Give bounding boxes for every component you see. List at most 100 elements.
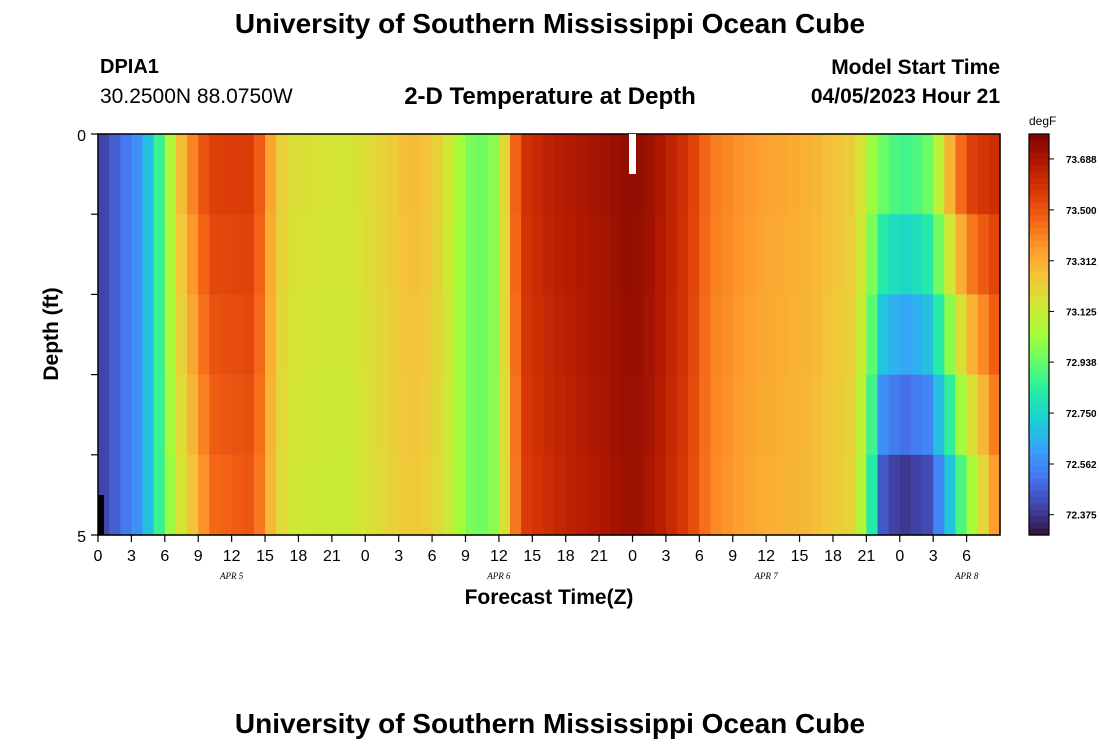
- colorbar-swatch: [1029, 221, 1049, 229]
- heatmap-cell: [576, 454, 589, 536]
- x-tick-label: 0: [895, 548, 904, 565]
- heatmap-cell: [309, 134, 322, 215]
- heatmap-cell: [777, 214, 790, 295]
- heatmap-cell: [777, 294, 790, 376]
- heatmap-cell: [621, 134, 634, 215]
- heatmap-cell: [287, 374, 300, 456]
- heatmap-cell: [688, 374, 700, 456]
- heatmap-cell: [888, 294, 901, 376]
- colorbar-frame: [1028, 133, 1050, 536]
- heatmap-cell: [599, 374, 611, 456]
- footer-title: University of Southern Mississippi Ocean…: [234, 708, 866, 739]
- heatmap-cell: [832, 214, 845, 295]
- heatmap-cell: [654, 294, 667, 376]
- heatmap-cell: [220, 454, 233, 536]
- heatmap-cell: [487, 134, 500, 215]
- colorbar-swatch: [1029, 309, 1049, 317]
- heatmap-cell: [610, 374, 622, 456]
- heatmap-cell: [432, 214, 444, 295]
- heatmap-cell: [175, 454, 188, 536]
- heatmap-cell: [810, 214, 823, 295]
- heatmap-cell: [242, 214, 255, 295]
- heatmap-cell: [721, 134, 734, 215]
- heatmap-cell: [253, 454, 266, 536]
- x-tick-label: 12: [757, 548, 775, 565]
- heatmap-cell: [799, 214, 812, 295]
- heatmap-cell: [743, 374, 756, 456]
- heatmap-cell: [777, 454, 790, 536]
- heatmap-cell: [432, 294, 444, 376]
- heatmap-cell: [922, 294, 934, 376]
- heatmap-cell: [498, 134, 511, 215]
- x-tick-label: 3: [661, 548, 670, 565]
- heatmap-cell: [387, 454, 400, 536]
- heatmap-cell: [855, 294, 867, 376]
- heatmap-cell: [510, 214, 522, 295]
- heatmap-cell: [677, 214, 689, 295]
- heatmap-cell: [955, 214, 968, 295]
- colorbar-swatch: [1029, 359, 1049, 367]
- colorbar-swatch: [1029, 278, 1049, 285]
- colorbar-swatch: [1029, 347, 1049, 354]
- model-start-value: 04/05/2023 Hour 21: [810, 85, 1000, 108]
- heatmap-cell: [287, 294, 300, 376]
- x-tick-label: 15: [256, 548, 274, 565]
- heatmap-cell: [888, 374, 901, 456]
- heatmap-cell: [565, 454, 578, 536]
- colorbar-swatch: [1029, 259, 1049, 267]
- heatmap-cell: [665, 294, 678, 376]
- x-tick-label: 9: [461, 548, 470, 565]
- heatmap-cell: [153, 294, 166, 376]
- colorbar-swatch: [1029, 528, 1049, 536]
- heatmap-cell: [922, 214, 934, 295]
- colorbar-swatch: [1029, 478, 1049, 486]
- heatmap-cell: [365, 374, 377, 456]
- date-label: APR 6: [486, 571, 511, 581]
- colorbar-swatch: [1029, 152, 1049, 160]
- heatmap-cell: [643, 294, 656, 376]
- heatmap-cell: [320, 294, 333, 376]
- heatmap-cell: [688, 134, 700, 215]
- x-tick-label: 6: [695, 548, 704, 565]
- colorbar-swatch: [1029, 378, 1049, 386]
- heatmap-cell: [587, 214, 600, 295]
- colorbar-swatch: [1029, 215, 1049, 223]
- heatmap-cell: [966, 374, 979, 456]
- heatmap-cell: [732, 454, 745, 536]
- heatmap-cell: [966, 454, 979, 536]
- colorbar-swatch: [1029, 284, 1049, 292]
- heatmap-cell: [409, 134, 422, 215]
- heatmap-cell: [755, 214, 767, 295]
- colorbar-tick-label: 72.375: [1066, 511, 1097, 522]
- heatmap-cell: [955, 294, 968, 376]
- heatmap-cell: [599, 214, 611, 295]
- heatmap-cell: [955, 374, 968, 456]
- heatmap-cell: [699, 294, 712, 376]
- heatmap-cell: [409, 454, 422, 536]
- heatmap-cell: [610, 214, 622, 295]
- heatmap-cell: [866, 134, 879, 215]
- heatmap-cell: [654, 134, 667, 215]
- heatmap-cell: [131, 454, 144, 536]
- colorbar-tick-label: 72.750: [1066, 409, 1097, 420]
- heatmap-cell: [643, 374, 656, 456]
- heatmap-cell: [587, 454, 600, 536]
- colorbar-swatch: [1029, 140, 1049, 148]
- colorbar-swatch: [1029, 146, 1049, 154]
- colorbar-swatch: [1029, 503, 1049, 511]
- heatmap-cell: [977, 374, 990, 456]
- heatmap-cell: [521, 134, 533, 215]
- heatmap-cell: [621, 454, 634, 536]
- x-tick-label: 15: [523, 548, 541, 565]
- heatmap-cell: [98, 294, 110, 376]
- heatmap-cell: [220, 374, 233, 456]
- heatmap-cell: [988, 134, 1001, 215]
- heatmap-cell: [933, 454, 945, 536]
- colorbar-swatch: [1029, 159, 1049, 166]
- heatmap-cell: [899, 294, 912, 376]
- heatmap-cell: [587, 374, 600, 456]
- heatmap-cell: [287, 214, 300, 295]
- heatmap-cell: [354, 214, 366, 295]
- heatmap-cell: [755, 134, 767, 215]
- heatmap-cell: [153, 214, 166, 295]
